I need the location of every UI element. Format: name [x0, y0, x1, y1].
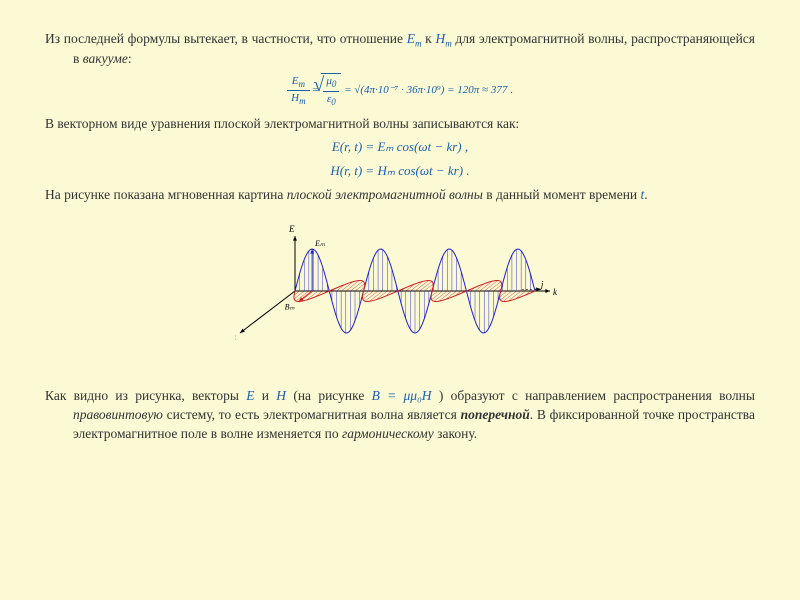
p1-d: :: [128, 51, 132, 66]
sym-E: E: [246, 388, 254, 403]
sym-H: H: [276, 388, 286, 403]
term-transverse: поперечной: [461, 407, 530, 422]
p3-a: На рисунке показана мгновенная картина: [45, 187, 287, 202]
sym-Brel: B = μμ₀H: [372, 388, 432, 403]
p4-g: закону.: [434, 426, 477, 441]
p1-a: Из последней формулы вытекает, в частнос…: [45, 31, 407, 46]
p3-b: в данный момент времени: [483, 187, 641, 202]
equation-H: H(r, t) = Hₘ cos(ωt − kr) .: [45, 162, 755, 180]
paragraph-4: Как видно из рисунка, векторы E и H (на …: [45, 387, 755, 444]
svg-text:j: j: [540, 279, 544, 289]
svg-text:k: k: [553, 287, 558, 297]
p3-c: .: [644, 187, 647, 202]
term-plane-wave: плоской электромагнитной волны: [287, 187, 483, 202]
svg-text:Eₘ: Eₘ: [314, 239, 325, 248]
wave-diagram: E Eₘ B Bₘ kj: [45, 211, 755, 377]
equation-E: E(r, t) = Eₘ cos(ωt − kr) ,: [45, 138, 755, 156]
paragraph-3: На рисунке показана мгновенная картина п…: [45, 186, 755, 205]
svg-text:B: B: [235, 333, 236, 343]
equation-ratio: Em Hm = √ μ0 ε0 = √(4π·10⁻⁷ · 36π·10⁹) =…: [45, 73, 755, 109]
p4-e: систему, то есть электромагнитная волна …: [163, 407, 461, 422]
p4-b: и: [255, 388, 277, 403]
paragraph-2: В векторном виде уравнения плоской элект…: [45, 115, 755, 134]
p4-c: (на рисунке: [286, 388, 372, 403]
sym-Em: Em: [407, 31, 422, 46]
eq1-rhs: = √(4π·10⁻⁷ · 36π·10⁹) = 120π ≈ 377: [344, 84, 507, 96]
paragraph-1: Из последней формулы вытекает, в частнос…: [45, 30, 755, 69]
p4-a: Как видно из рисунка, векторы: [45, 388, 246, 403]
sym-Hm: Hm: [435, 31, 451, 46]
term-harmonic: гармоническому: [342, 426, 434, 441]
svg-text:E: E: [288, 224, 295, 234]
svg-text:Bₘ: Bₘ: [285, 302, 295, 311]
term-right-hand: правовинтовую: [73, 407, 163, 422]
term-vacuum: вакууме: [83, 51, 128, 66]
p1-b: к: [421, 31, 435, 46]
p4-d: ) образуют с направлением распространени…: [432, 388, 755, 403]
